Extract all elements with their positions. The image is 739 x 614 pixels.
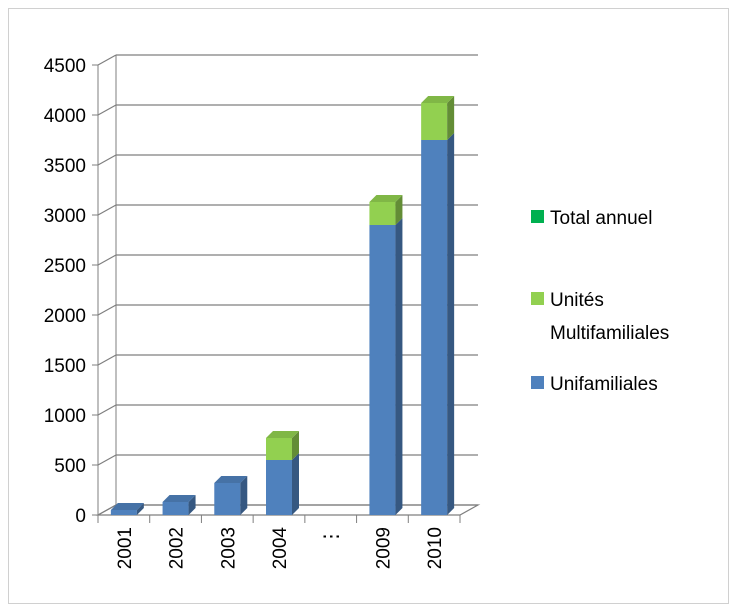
x-tick-label: 2004 — [270, 527, 291, 570]
y-tick-label: 1000 — [44, 406, 86, 427]
x-tick-label: 2009 — [373, 527, 394, 569]
y-tick-label: 3500 — [44, 156, 86, 177]
chart-frame — [8, 8, 729, 604]
x-tick-label: 2002 — [167, 527, 188, 569]
bar-front — [369, 225, 396, 515]
bar-top — [110, 503, 144, 510]
bar-front — [421, 140, 448, 515]
bar-side — [240, 476, 248, 515]
bar-segment — [214, 476, 248, 515]
gridline-diagonal — [97, 304, 117, 316]
bar-side — [395, 195, 403, 225]
bar-side — [447, 96, 455, 140]
x-tick-label: ⋮ — [322, 527, 343, 546]
gridline-diagonal — [97, 54, 117, 66]
bar-top — [266, 431, 299, 438]
gridline-diagonal — [97, 104, 117, 116]
y-tick-label: 1500 — [44, 356, 86, 377]
bar-segment — [162, 495, 196, 515]
legend-label: Total annuel — [550, 208, 652, 229]
bar-front — [162, 502, 189, 515]
bar-segment — [421, 133, 455, 515]
legend-swatch — [531, 376, 544, 389]
x-tick-label: 2010 — [425, 527, 446, 569]
bar-front — [369, 202, 396, 225]
bar-side — [188, 495, 196, 515]
bar-side — [136, 503, 144, 515]
legend-swatch — [531, 292, 544, 305]
x-axis-floor — [95, 504, 481, 516]
y-tick-label: 4500 — [44, 56, 86, 77]
bar-segment — [266, 431, 299, 460]
bar-side — [447, 133, 455, 515]
legend-label: Unifamiliales — [550, 374, 658, 395]
y-tick-label: 2500 — [44, 256, 86, 277]
gridline-diagonal — [97, 154, 117, 166]
y-tick-label: 500 — [54, 456, 86, 477]
bar-segment — [110, 503, 144, 515]
bar-segment — [421, 96, 455, 140]
bar-top — [369, 195, 403, 202]
y-tick-label: 4000 — [44, 106, 86, 127]
legend-label: Multifamiliales — [550, 323, 669, 344]
bar-front — [214, 483, 241, 515]
bar-front — [421, 103, 448, 140]
bar-front — [266, 438, 292, 460]
bar-segment — [369, 195, 403, 225]
gridline-diagonal — [97, 204, 117, 216]
y-tick-label: 3000 — [44, 206, 86, 227]
bar-top — [162, 495, 196, 502]
x-tick-label: 2003 — [218, 527, 239, 569]
bar-side — [292, 453, 299, 515]
gridline-diagonal — [97, 354, 117, 366]
bar-segment — [369, 218, 403, 515]
y-tick-label: 2000 — [44, 306, 86, 327]
bar-side — [292, 431, 299, 460]
bar-top — [421, 96, 455, 103]
bar-front — [110, 510, 137, 515]
gridline-diagonal — [97, 454, 117, 466]
gridline-diagonal — [97, 254, 117, 266]
legend-swatch — [531, 210, 544, 223]
x-tick-label: 2001 — [115, 527, 136, 569]
bar-side — [395, 218, 403, 515]
y-tick-label: 0 — [75, 506, 86, 527]
bar-front — [266, 460, 292, 515]
bar-segment — [266, 453, 299, 515]
gridline-diagonal — [97, 404, 117, 416]
legend-label: Unités — [550, 290, 604, 311]
bar-top — [214, 476, 248, 483]
